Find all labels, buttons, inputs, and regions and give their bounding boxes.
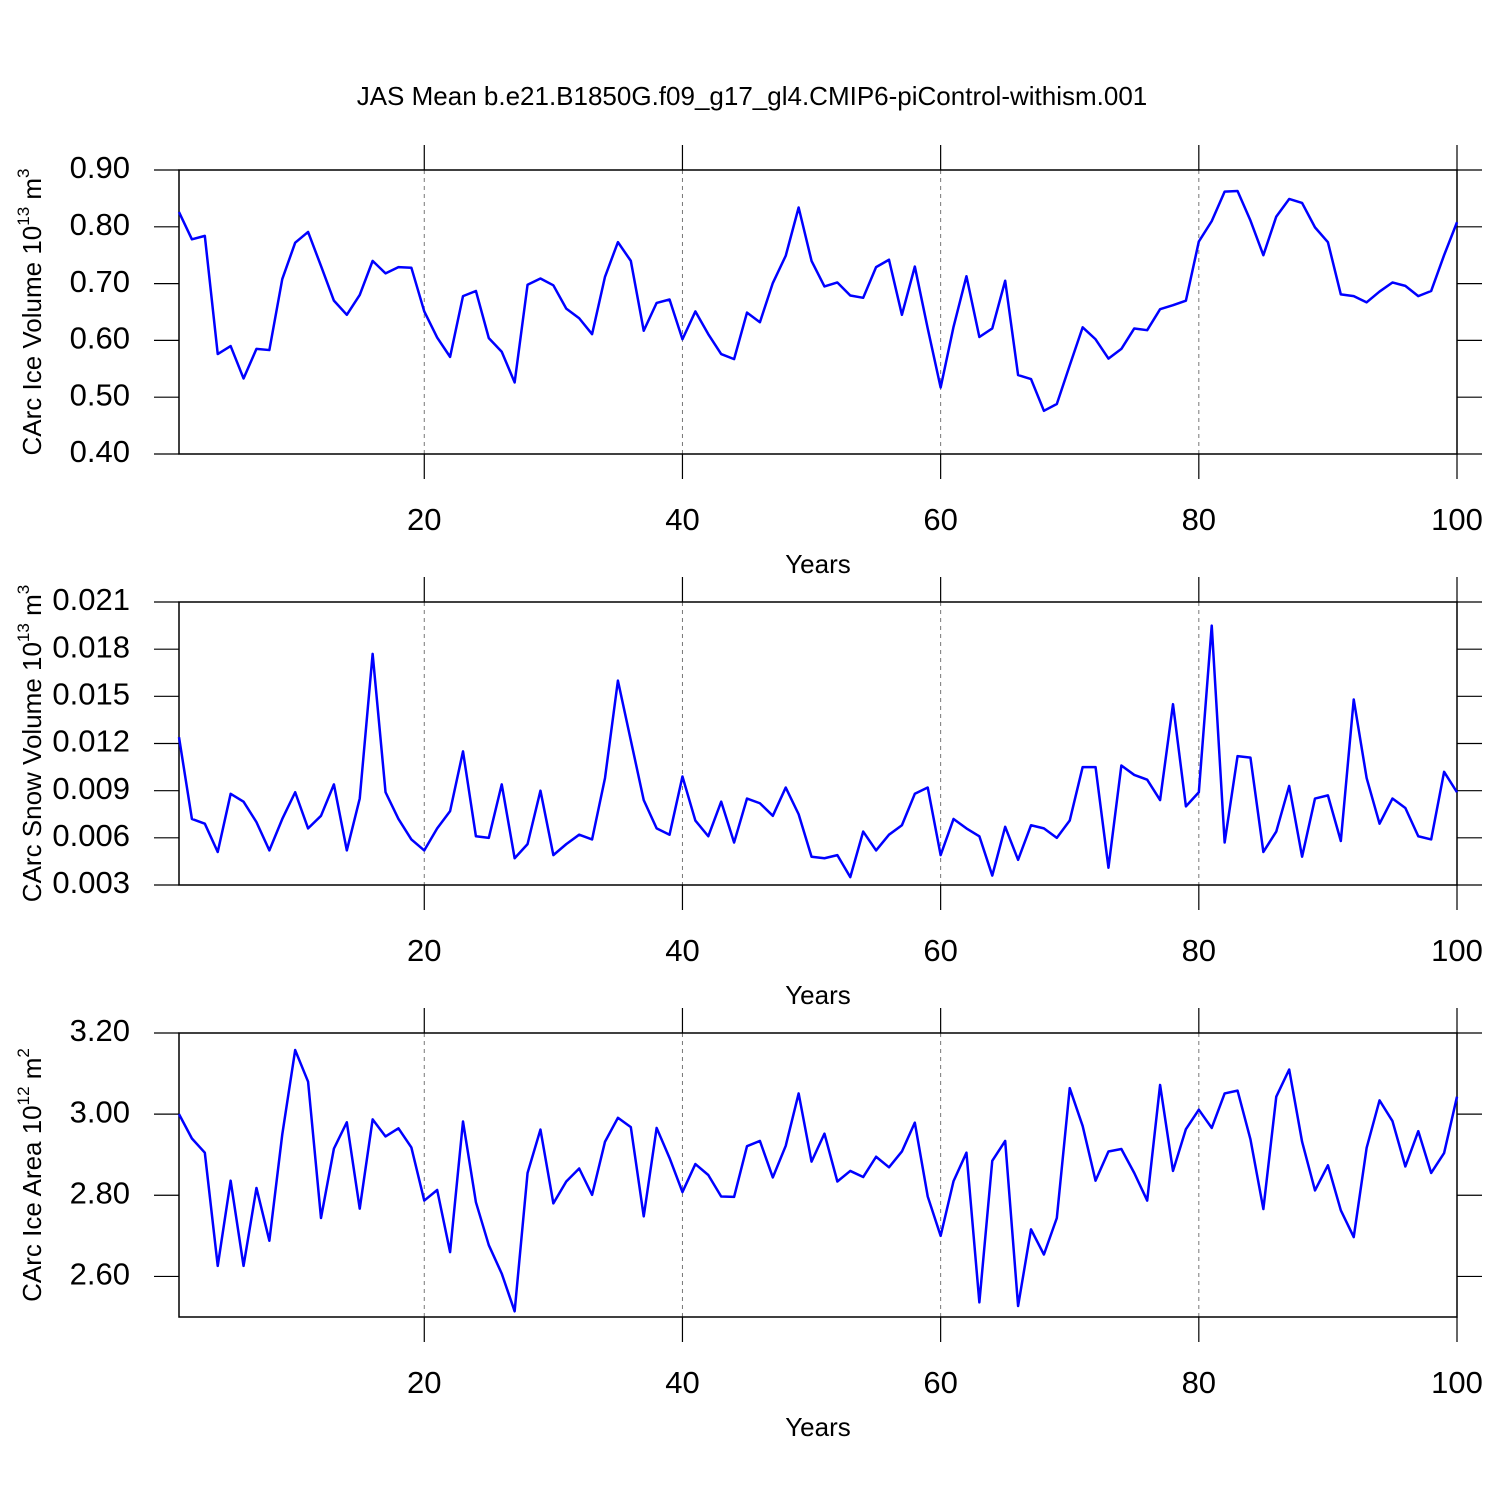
y-axis-label-part: CArc Snow Volume 10 xyxy=(17,642,47,902)
y-tick-label: 0.70 xyxy=(70,264,130,299)
x-tick-label: 80 xyxy=(1182,933,1216,968)
y-axis-label-part: 3 xyxy=(14,585,33,594)
x-tick-label: 80 xyxy=(1182,1365,1216,1400)
y-tick-label: 0.009 xyxy=(52,771,130,806)
y-tick-label: 0.60 xyxy=(70,321,130,356)
x-axis-label: Years xyxy=(785,980,851,1010)
y-tick-label: 0.90 xyxy=(70,150,130,185)
y-axis-label-part: m xyxy=(17,1058,47,1087)
y-axis-label-part: m xyxy=(17,178,47,207)
chart-title: JAS Mean b.e21.B1850G.f09_g17_gl4.CMIP6-… xyxy=(357,81,1148,111)
x-tick-label: 40 xyxy=(665,502,699,537)
y-tick-label: 2.80 xyxy=(70,1175,130,1210)
y-tick-label: 0.015 xyxy=(52,677,130,712)
x-tick-label: 100 xyxy=(1431,502,1483,537)
y-axis-label-part: 3 xyxy=(14,168,33,177)
x-tick-label: 60 xyxy=(923,933,957,968)
plot-frame xyxy=(178,169,1458,455)
y-tick-label: 3.00 xyxy=(70,1094,130,1129)
data-line xyxy=(177,624,1459,879)
y-axis-label-part: 12 xyxy=(14,1086,33,1105)
x-tick-label: 100 xyxy=(1431,933,1483,968)
y-tick-label: 0.021 xyxy=(52,582,130,617)
x-tick-label: 20 xyxy=(407,933,441,968)
y-tick-label: 0.012 xyxy=(52,724,130,759)
x-axis-label: Years xyxy=(785,1412,851,1442)
y-tick-label: 0.80 xyxy=(70,207,130,242)
x-tick-label: 20 xyxy=(407,502,441,537)
data-line xyxy=(177,189,1459,413)
x-tick-label: 40 xyxy=(665,933,699,968)
plot-frame xyxy=(178,1032,1458,1318)
y-tick-label: 0.003 xyxy=(52,865,130,900)
x-tick-label: 60 xyxy=(923,1365,957,1400)
y-axis-label-part: CArc Ice Area 10 xyxy=(17,1105,47,1302)
x-tick-label: 40 xyxy=(665,1365,699,1400)
y-axis-label-part: 13 xyxy=(14,207,33,226)
x-tick-label: 80 xyxy=(1182,502,1216,537)
y-axis-label: CArc Ice Area 1012 m2 xyxy=(14,1048,47,1302)
y-axis-label-part: m xyxy=(17,594,47,623)
y-axis-label: CArc Snow Volume 1013 m3 xyxy=(14,585,47,902)
y-tick-label: 0.50 xyxy=(70,377,130,412)
x-axis-label: Years xyxy=(785,549,851,579)
data-line xyxy=(177,1048,1459,1313)
x-tick-label: 20 xyxy=(407,1365,441,1400)
y-axis-label-part: 13 xyxy=(14,623,33,642)
y-tick-label: 2.60 xyxy=(70,1257,130,1292)
y-axis-label-part: 2 xyxy=(14,1048,33,1057)
y-axis-label-part: CArc Ice Volume 10 xyxy=(17,226,47,456)
x-tick-label: 100 xyxy=(1431,1365,1483,1400)
y-tick-label: 0.40 xyxy=(70,434,130,469)
y-tick-label: 0.018 xyxy=(52,629,130,664)
y-tick-label: 0.006 xyxy=(52,818,130,853)
y-axis-label: CArc Ice Volume 1013 m3 xyxy=(14,168,47,455)
y-tick-label: 3.20 xyxy=(70,1013,130,1048)
x-tick-label: 60 xyxy=(923,502,957,537)
